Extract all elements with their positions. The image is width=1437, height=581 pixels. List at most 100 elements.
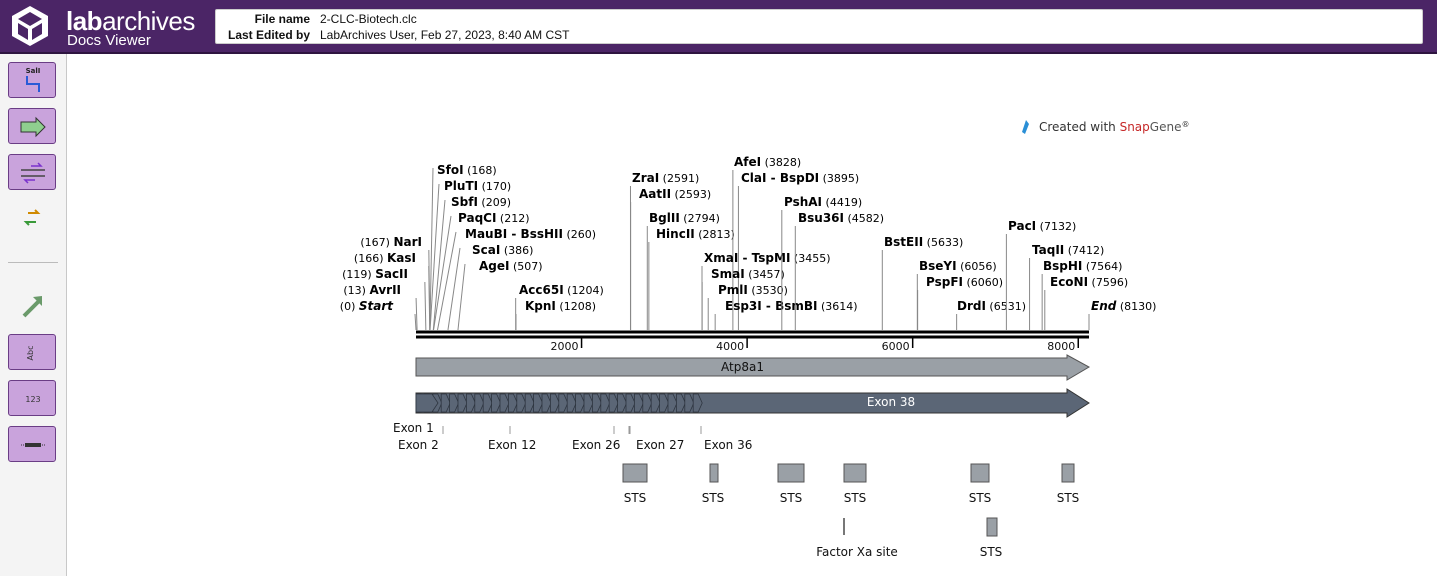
enzyme-position: (7412) xyxy=(1064,244,1104,257)
file-name-label: File name xyxy=(254,12,310,26)
enzyme-name: EcoNI xyxy=(1050,275,1088,289)
enzyme-label: PshAI (4419) xyxy=(784,195,862,209)
enzyme-site-scai: ScaI (386) xyxy=(447,243,533,331)
enzyme-name: AvrII xyxy=(369,283,401,297)
primers-tool-button[interactable] xyxy=(8,154,56,190)
enzyme-label: PspFI (6060) xyxy=(926,275,1003,289)
enzyme-site-bseyi: BseYI (6056) xyxy=(916,259,997,330)
enzyme-site-pspfi: PspFI (6060) xyxy=(917,275,1003,330)
feature-arrow-icon xyxy=(20,116,46,138)
enzyme-position: (3457) xyxy=(745,268,785,281)
exon-arrow xyxy=(608,393,619,413)
enzyme-position: (168) xyxy=(464,164,497,177)
exon-arrow xyxy=(440,393,451,413)
enzyme-label: PaqCI (212) xyxy=(458,211,530,225)
enzyme-site-paci: PacI (7132) xyxy=(1005,219,1076,330)
enzyme-cut-line xyxy=(437,231,457,331)
enzyme-cut-line xyxy=(414,313,417,331)
enzyme-position: (209) xyxy=(478,196,511,209)
enzyme-position: (1208) xyxy=(556,300,596,313)
enzyme-name: BspHI xyxy=(1043,259,1082,273)
sequence-map: Created with SnapGene® 2000 4000 6000 8000 Sf… xyxy=(340,120,1189,559)
enzyme-name: Esp3I xyxy=(725,299,762,313)
last-edited-value: LabArchives User, Feb 27, 2023, 8:40 AM … xyxy=(320,28,570,42)
enzyme-name: BseYI xyxy=(919,259,957,273)
enzyme-site-pmli: PmlI (3530) xyxy=(707,283,788,330)
enzyme-site-sacii: (119) SacII xyxy=(342,267,427,331)
enzyme-name: AgeI xyxy=(479,259,509,273)
enzyme-label: AgeI (507) xyxy=(479,259,543,273)
labarchives-logo[interactable]: labarchives Docs Viewer xyxy=(10,4,200,49)
enzyme-label: End (8130) xyxy=(1091,299,1156,313)
enzyme-name: ClaI xyxy=(741,171,766,185)
sts-label: STS xyxy=(702,491,725,505)
sequence-text-tool-button[interactable]: Abc xyxy=(8,334,56,370)
enzyme-position: (2813) xyxy=(695,228,735,241)
sts-marker xyxy=(777,463,805,483)
map-canvas: Created with SnapGene® 2000 4000 6000 8000 Sf… xyxy=(67,54,1437,576)
enzyme-position: (2794) xyxy=(680,212,720,225)
exon-arrow xyxy=(499,393,510,413)
enzyme-label: BseYI (6056) xyxy=(919,259,997,273)
last-edited-label: Last Edited by xyxy=(227,28,310,42)
features-tool-button[interactable] xyxy=(8,108,56,144)
enzyme-name-2: TspMI xyxy=(752,251,791,265)
sts-feature: STS xyxy=(980,517,1002,559)
enzyme-site-smai: SmaI (3457) xyxy=(701,267,785,330)
enzyme-label: (167) NarI xyxy=(360,235,422,249)
sali-icon-label: SalI xyxy=(26,67,41,75)
sts-label: STS xyxy=(969,491,992,505)
enzyme-site-xmai: XmaI - TspMI (3455) xyxy=(701,251,830,330)
numbers-icon: 123 xyxy=(25,395,40,404)
text-abc-icon: Abc xyxy=(26,346,35,361)
abc-icon-label: Abc xyxy=(26,346,35,361)
enzyme-name: NarI xyxy=(393,235,422,249)
exon-label: Exon 27 xyxy=(636,438,684,452)
enzyme-site-esp3i: Esp3I - BsmBI (3614) xyxy=(714,299,858,330)
exon-label: Exon 26 xyxy=(572,438,620,452)
enzyme-name: PspFI xyxy=(926,275,963,289)
exon-arrow xyxy=(449,393,460,413)
ruler-tool-button[interactable] xyxy=(8,426,56,462)
enzyme-name: End xyxy=(1091,299,1117,313)
enzyme-site-econi: EcoNI (7596) xyxy=(1044,275,1128,330)
enzyme-sep: - xyxy=(738,251,751,265)
enzyme-label: PluTI (170) xyxy=(444,179,511,193)
ruler-icon xyxy=(21,443,45,447)
enzyme-position: (260) xyxy=(563,228,596,241)
credit-reg: ® xyxy=(1181,120,1189,129)
translation-tool-button[interactable] xyxy=(8,288,56,324)
orfs-tool-button[interactable] xyxy=(8,200,56,236)
ruler-tick-label: 8000 xyxy=(1047,340,1075,353)
exon-arrow xyxy=(684,393,695,413)
exon-38-label: Exon 38 xyxy=(867,395,915,409)
sts-feature: STS xyxy=(969,463,992,505)
enzyme-position: (7596) xyxy=(1088,276,1128,289)
enzyme-site-bsphi: BspHI (7564) xyxy=(1041,259,1122,330)
snapgene-credit: Created with SnapGene® xyxy=(1022,120,1189,134)
tool-sidebar: SalI Abc 123 xyxy=(0,54,67,576)
exon-arrow xyxy=(549,393,560,413)
enzyme-position: (212) xyxy=(496,212,529,225)
enzyme-label: TaqII (7412) xyxy=(1032,243,1104,257)
exon-label: Exon 1 xyxy=(393,421,434,435)
enzyme-label: PmlI (3530) xyxy=(718,283,788,297)
enzyme-name: Bsu36I xyxy=(798,211,844,225)
enzyme-name: AatII xyxy=(639,187,671,201)
sts-marker xyxy=(709,463,719,483)
enzyme-cut-line xyxy=(429,167,434,331)
sts-label: STS xyxy=(844,491,867,505)
numbering-tool-button[interactable]: 123 xyxy=(8,380,56,416)
enzyme-cut-line xyxy=(429,183,440,331)
enzyme-position: (3530) xyxy=(748,284,788,297)
exon-arrow xyxy=(457,393,468,413)
exon-arrow xyxy=(650,393,661,413)
exon-label: Exon 2 xyxy=(398,438,439,452)
exon-arrow xyxy=(533,393,544,413)
exon-arrow xyxy=(507,393,518,413)
enzyme-cut-line xyxy=(415,297,418,331)
exon-arrow xyxy=(642,393,653,413)
enzymes-tool-button[interactable]: SalI xyxy=(8,62,56,98)
enzyme-name: Acc65I xyxy=(519,283,564,297)
gene-feature-atp8a1: Atp8a1 xyxy=(415,354,1091,381)
